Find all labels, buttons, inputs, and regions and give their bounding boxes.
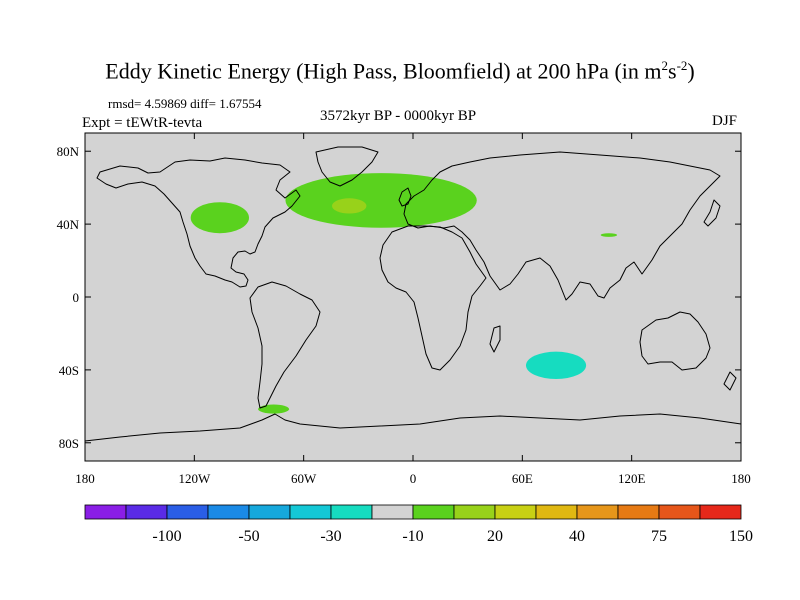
colorbar-swatch	[289, 504, 332, 520]
colorbar-swatch	[248, 504, 291, 520]
coast-africa	[379, 225, 487, 371]
coast-south-america	[249, 281, 321, 409]
colorbar-swatch	[699, 504, 742, 520]
lat-tick-label: 80N	[57, 144, 80, 159]
title-sup2: -2	[676, 58, 688, 73]
lon-tick-label: 180	[731, 471, 751, 486]
title-close: )	[687, 58, 695, 84]
lat-tick-label: 40S	[59, 363, 79, 378]
anomaly-region-1	[190, 202, 250, 234]
colorbar-swatch	[207, 504, 250, 520]
colorbar-swatch	[84, 504, 127, 520]
colorbar-label: 75	[651, 528, 667, 545]
anomaly-region-0	[285, 173, 477, 228]
colorbar-swatch	[658, 504, 701, 520]
coast-north-america	[96, 157, 301, 288]
coastlines	[84, 146, 742, 442]
lon-tick-label: 120E	[618, 471, 646, 486]
title-mid: s	[668, 58, 677, 84]
colorbar-label: -10	[402, 528, 423, 545]
lon-tick-label: 0	[410, 471, 417, 486]
anomaly-region-3	[525, 351, 587, 380]
coast-eurasia	[403, 151, 721, 301]
coast-australia	[639, 311, 711, 371]
lon-tick-label: 120W	[178, 471, 211, 486]
colorbar-swatch	[535, 504, 578, 520]
stats-text: rmsd= 4.59869 diff= 1.67554	[108, 96, 262, 111]
colorbar-swatch	[576, 504, 619, 520]
colorbar-swatch	[330, 504, 373, 520]
coast-japan	[703, 199, 721, 227]
anomaly-region-4	[258, 404, 290, 414]
lon-tick-label: 60W	[291, 471, 317, 486]
lon-tick-label: 60E	[512, 471, 533, 486]
colorbar-swatch	[371, 504, 414, 520]
lat-tick-label: 40N	[57, 217, 80, 232]
title-sup1: 2	[661, 58, 669, 73]
colorbar-label: 40	[569, 528, 585, 545]
colorbar-swatch	[494, 504, 537, 520]
colorbar-label: -50	[238, 528, 259, 545]
experiment-text: Expt = tEWtR-tevta	[82, 115, 203, 131]
colorbar-swatch	[617, 504, 660, 520]
longitude-axis: 180 120W 60W 0 60E 120E 180	[75, 133, 751, 486]
colorbar: -100 -50 -30 -10 20 40 75 150	[84, 504, 753, 545]
lat-tick-label: 80S	[59, 436, 79, 451]
title-main: Eddy Kinetic Energy (High Pass, Bloomfie…	[105, 58, 662, 84]
coast-antarctica	[84, 413, 742, 442]
colorbar-label: 20	[487, 528, 503, 545]
anomaly-region-2	[600, 233, 618, 237]
lat-tick-label: 0	[73, 290, 80, 305]
colorbar-swatch	[412, 504, 455, 520]
plot-title: Eddy Kinetic Energy (High Pass, Bloomfie…	[0, 58, 800, 84]
period-text: 3572kyr BP - 0000kyr BP	[320, 108, 477, 124]
colorbar-label: 150	[729, 528, 753, 545]
anomaly-core-0	[332, 198, 367, 214]
coast-greenland	[315, 146, 379, 187]
lon-tick-label: 180	[75, 471, 95, 486]
colorbar-label: -100	[152, 528, 181, 545]
latitude-axis: 80N 40N 0 40S 80S	[57, 144, 741, 451]
colorbar-swatch	[166, 504, 209, 520]
coast-new-zealand	[723, 371, 737, 391]
coast-uk	[398, 187, 412, 207]
colorbar-swatch	[453, 504, 496, 520]
coast-madagascar	[489, 325, 501, 353]
colorbar-label: -30	[320, 528, 341, 545]
colorbar-swatch	[125, 504, 168, 520]
anomaly-regions	[190, 173, 618, 414]
season-text: DJF	[712, 113, 738, 129]
